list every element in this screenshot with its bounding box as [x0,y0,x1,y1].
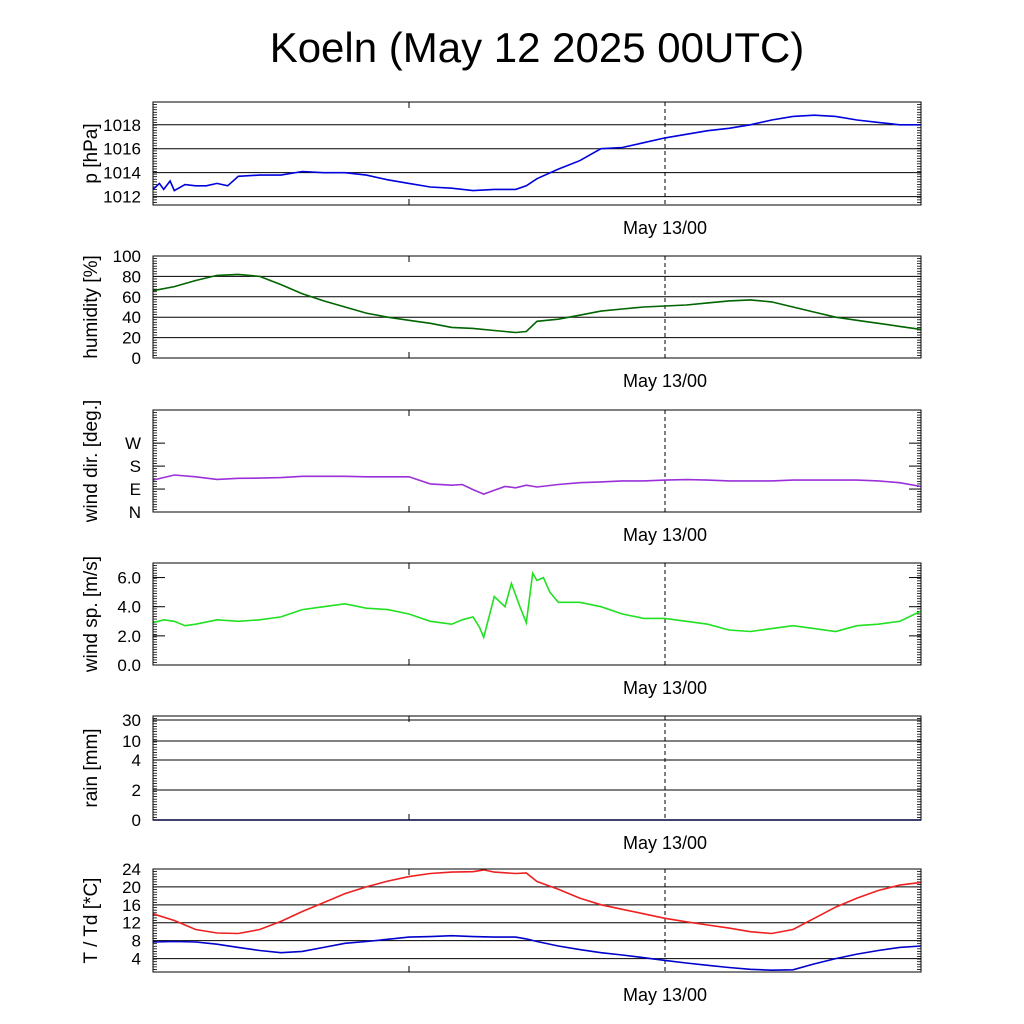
y-tick-label: 20 [122,878,141,897]
y-tick-label: 8 [132,932,141,951]
x-tick-label: May 13/00 [623,678,707,698]
y-tick-label: 20 [122,329,141,348]
y-tick-label: 1018 [103,116,141,135]
y-tick-label: 2 [132,781,141,800]
y-axis-label: T / Td [*C] [81,878,102,964]
y-tick-label: 1012 [103,188,141,207]
y-tick-label: 60 [122,288,141,307]
y-tick-label: 1014 [103,164,141,183]
wind-speed-line [152,570,922,640]
y-tick-label: 4 [132,751,141,770]
y-axis-label: p [hPa] [81,123,102,183]
y-axis-label: rain [mm] [81,728,102,807]
y-axis-label: humidity [%] [81,255,102,358]
rain-panel: 0 2 410 30 rain [mm] May 13/00 [81,711,922,853]
x-tick-label: May 13/00 [623,371,707,391]
x-tick-label: May 13/00 [623,218,707,238]
y-tick-label: 4.0 [117,598,141,617]
y-tick-label: 4 [132,950,141,969]
temperature-line [152,869,922,935]
plot-frame [152,562,922,666]
y-tick-label: 0.0 [117,656,141,675]
y-tick-label: 6.0 [117,569,141,588]
y-tick-label: 0 [132,349,141,368]
y-tick-label: 1016 [103,140,141,159]
wind-speed-panel: 0.0 2.0 4.0 6.0 wind sp. [m/s] May 13/00 [81,556,922,698]
plot-frame [152,409,922,513]
y-tick-label: 16 [122,896,141,915]
wind-direction-line [152,474,922,495]
y-tick-label: 100 [113,247,141,266]
y-tick-label: 24 [122,860,141,879]
dewpoint-line [152,934,922,972]
plot-frame [152,715,922,821]
y-tick-label: 0 [132,811,141,830]
y-tick-label: 10 [122,732,141,751]
y-tick-label: 30 [122,711,141,730]
plot-frame [152,868,922,973]
y-tick-label: W [125,434,141,453]
y-tick-label: N [129,503,141,522]
y-tick-label: 40 [122,308,141,327]
y-tick-label: 2.0 [117,627,141,646]
y-axis-label: wind sp. [m/s] [81,556,102,673]
x-tick-label: May 13/00 [623,525,707,545]
y-tick-label: 80 [122,267,141,286]
y-axis-label: wind dir. [deg.] [81,400,102,524]
y-tick-label: 12 [122,914,141,933]
x-tick-label: May 13/00 [623,985,707,1005]
x-tick-label: May 13/00 [623,833,707,853]
plot-frame [152,101,922,206]
y-tick-label: E [130,480,141,499]
humidity-line [152,273,922,334]
chart-title: Koeln (May 12 2025 00UTC) [269,24,805,71]
y-tick-label: S [130,457,141,476]
pressure-line [152,114,921,192]
plot-frame [152,255,922,359]
